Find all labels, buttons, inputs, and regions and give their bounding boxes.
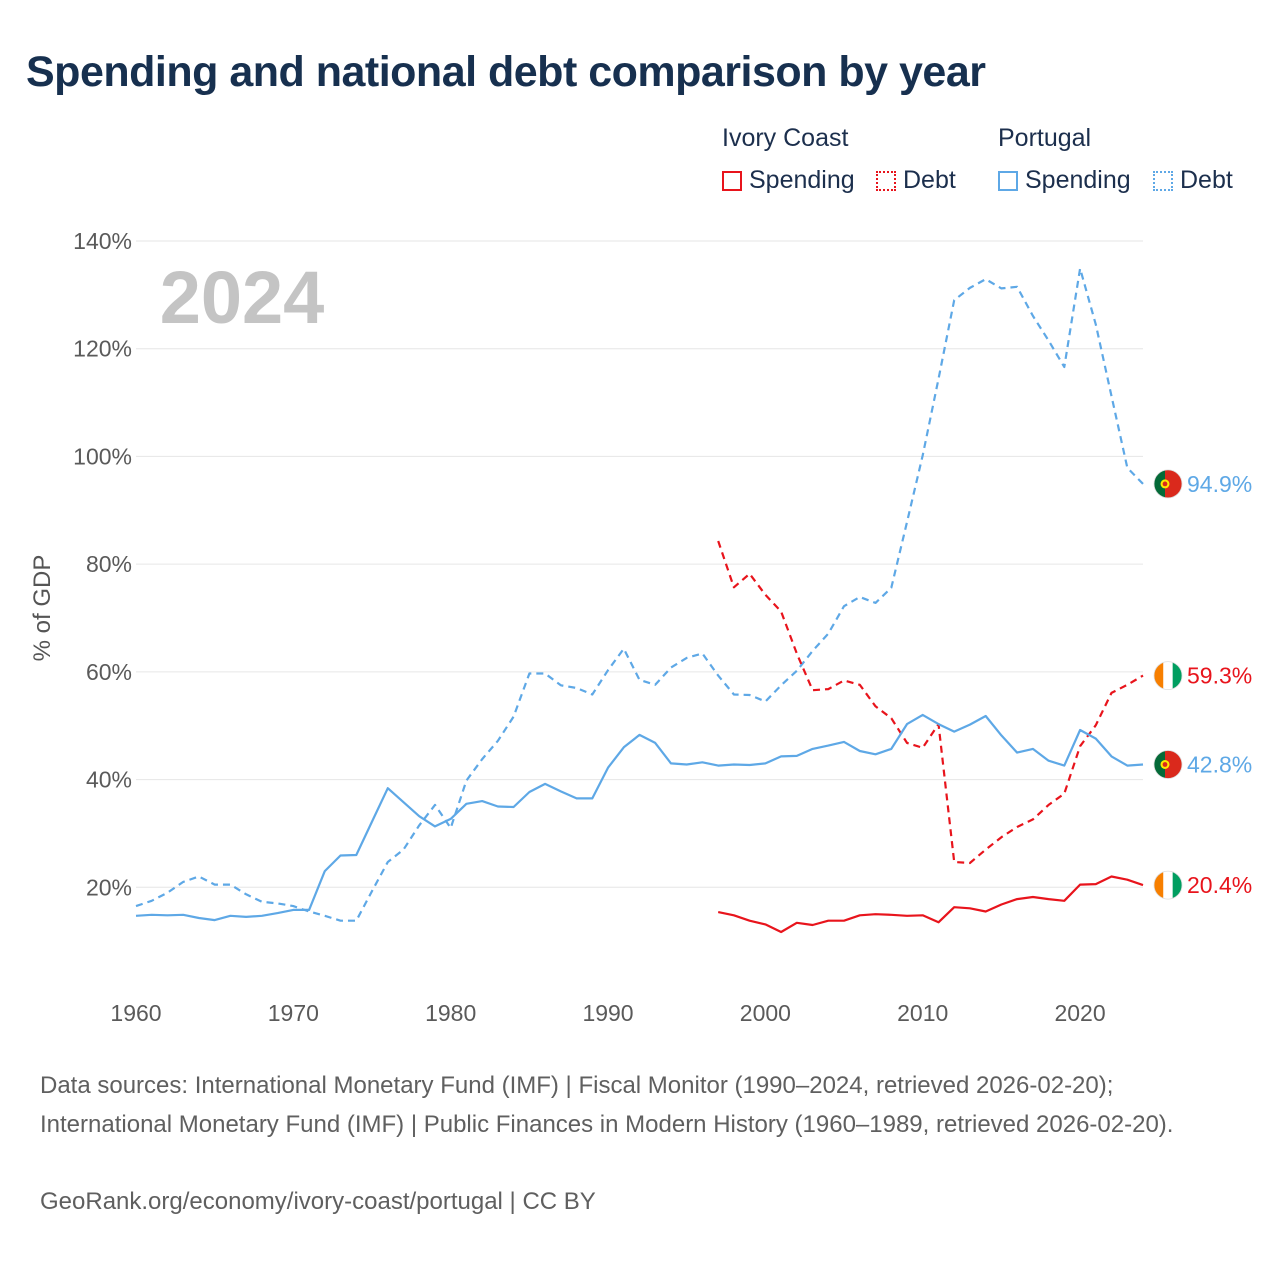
legend-label: Debt [1180, 166, 1233, 194]
y-tick-label: 80% [86, 551, 132, 577]
end-labels: 94.9% 59.3% 42.8% 20.4% [1153, 469, 1252, 900]
portugal-flag-icon [1153, 469, 1183, 499]
footer-attribution[interactable]: GeoRank.org/economy/ivory-coast/portugal… [40, 1188, 596, 1215]
y-tick-label: 120% [73, 336, 132, 362]
ivory-coast-flag-icon [1153, 661, 1183, 690]
ivory-coast-flag-icon [1153, 870, 1183, 900]
end-value-label: 94.9% [1187, 471, 1252, 497]
year-watermark: 2024 [160, 256, 325, 339]
x-tick-label: 1990 [582, 1000, 633, 1026]
y-axis-ticks: 20% 40% 60% 80% 100% 120% 140% [73, 228, 132, 900]
y-tick-label: 40% [86, 767, 132, 793]
portugal-flag-icon [1153, 750, 1183, 779]
legend-swatch-dashed-icon [876, 170, 896, 191]
series-line-ivory-coast-spending[interactable] [717, 875, 1144, 934]
x-tick-label: 1980 [425, 1000, 476, 1026]
legend-swatch-dashed-icon [1153, 170, 1173, 191]
chart-title: Spending and national debt comparison by… [26, 48, 986, 96]
legend-group-portugal: Portugal [998, 124, 1092, 152]
series-line-portugal-spending[interactable] [135, 713, 1144, 922]
legend-label: Spending [749, 166, 855, 194]
x-tick-label: 2000 [740, 1000, 791, 1026]
x-tick-label: 2010 [897, 1000, 948, 1026]
series-line-ivory-coast-debt[interactable] [717, 540, 1144, 865]
x-tick-label: 1970 [268, 1000, 319, 1026]
legend-swatch-solid-icon [722, 170, 742, 191]
line-chart: 2024 % of GDP 20% 40% 60% 80% 100% 120% 140% 1… [29, 228, 1252, 1026]
gridlines [136, 240, 1143, 888]
legend-item-ivory-coast-spending[interactable]: Spending [722, 166, 855, 195]
y-tick-label: 100% [73, 443, 132, 469]
legend-item-portugal-spending[interactable]: Spending [998, 166, 1131, 195]
end-value-label: 59.3% [1187, 663, 1252, 689]
y-tick-label: 140% [73, 228, 132, 254]
y-axis-label: % of GDP [29, 555, 56, 662]
legend-group-ivory-coast: Ivory Coast [722, 124, 849, 152]
end-value-label: 20.4% [1187, 872, 1252, 898]
series-line-portugal-debt[interactable] [135, 267, 1144, 922]
footer-sources: Data sources: International Monetary Fun… [40, 1072, 1174, 1138]
y-tick-label: 60% [86, 659, 132, 685]
legend-label: Spending [1025, 166, 1131, 194]
legend-label: Debt [903, 166, 956, 194]
end-value-label: 42.8% [1187, 752, 1252, 778]
series-lines [135, 267, 1144, 934]
legend-item-ivory-coast-debt[interactable]: Debt [876, 166, 956, 195]
legend-swatch-solid-icon [998, 170, 1018, 191]
legend-item-portugal-debt[interactable]: Debt [1153, 166, 1233, 195]
x-tick-label: 1960 [110, 1000, 161, 1026]
x-tick-label: 2020 [1054, 1000, 1105, 1026]
y-tick-label: 20% [86, 874, 132, 900]
x-axis-ticks: 1960 1970 1980 1990 2000 2010 2020 [110, 1000, 1105, 1026]
